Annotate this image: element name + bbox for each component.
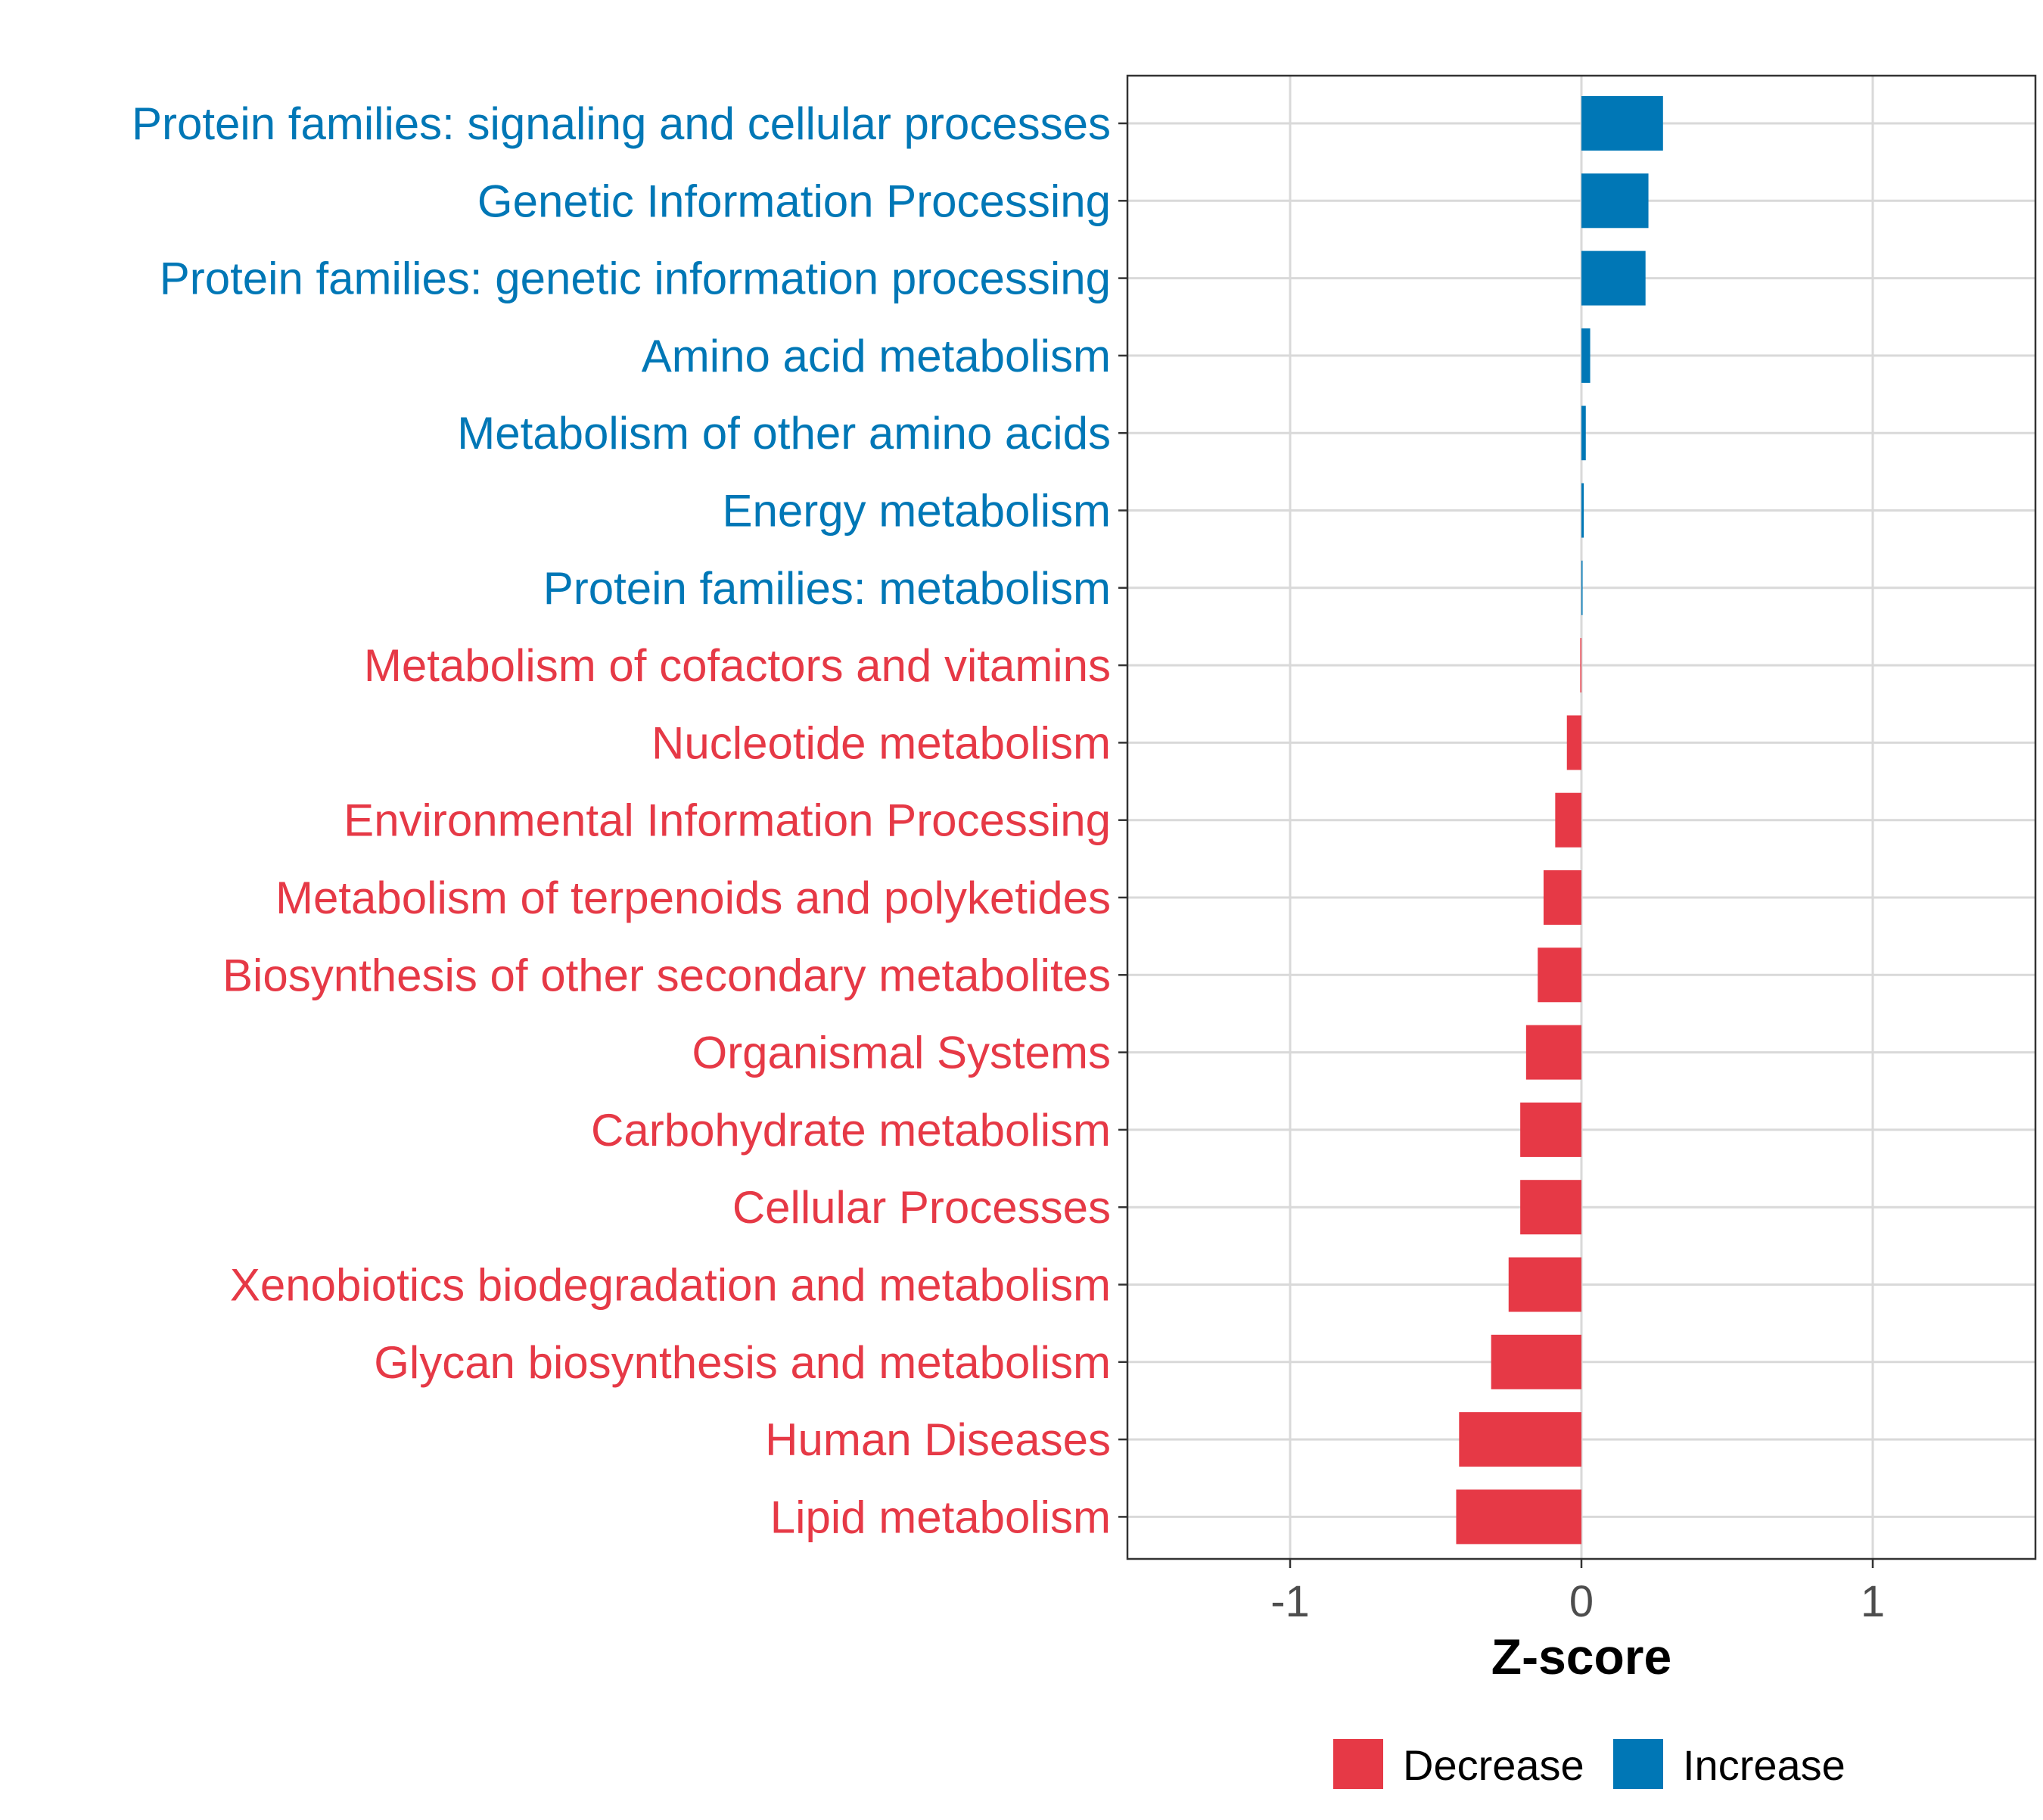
legend-swatch-decrease: [1333, 1739, 1383, 1789]
category-label: Organismal Systems: [692, 1028, 1111, 1078]
bar-decrease: [1456, 1489, 1581, 1545]
bar-decrease: [1538, 947, 1581, 1003]
x-axis: -1 0 1: [1270, 1559, 1885, 1626]
bar-increase: [1581, 483, 1584, 538]
bar-decrease: [1459, 1412, 1581, 1467]
category-label: Energy metabolism: [722, 486, 1111, 537]
x-tick-label: -1: [1270, 1577, 1310, 1626]
legend: Decrease Increase: [1333, 1739, 1846, 1789]
category-label: Biosynthesis of other secondary metaboli…: [222, 950, 1111, 1000]
bars: [1456, 96, 1663, 1545]
legend-swatch-increase: [1613, 1739, 1663, 1789]
category-label: Lipid metabolism: [770, 1492, 1111, 1542]
category-label: Metabolism of other amino acids: [457, 408, 1111, 459]
x-axis-title: Z-score: [1491, 1629, 1671, 1685]
bar-decrease: [1491, 1334, 1581, 1389]
category-labels: Protein families: signaling and cellular…: [132, 98, 1127, 1542]
bar-increase: [1581, 250, 1646, 306]
bar-decrease: [1543, 870, 1581, 925]
bar-decrease: [1508, 1257, 1581, 1312]
bar-decrease: [1580, 638, 1581, 693]
category-label: Environmental Information Processing: [344, 795, 1111, 846]
bar-decrease: [1525, 1025, 1581, 1080]
bar-increase: [1581, 173, 1649, 229]
category-label: Genetic Information Processing: [477, 176, 1111, 226]
bar-increase: [1581, 96, 1663, 151]
bar-decrease: [1555, 792, 1581, 848]
legend-label-increase: Increase: [1683, 1741, 1846, 1789]
bar-increase: [1581, 328, 1591, 383]
category-label: Nucleotide metabolism: [651, 717, 1111, 768]
bar-decrease: [1520, 1102, 1581, 1157]
category-label: Xenobiotics biodegradation and metabolis…: [230, 1260, 1111, 1311]
category-label: Glycan biosynthesis and metabolism: [374, 1337, 1111, 1388]
category-label: Protein families: metabolism: [543, 563, 1111, 614]
bar-increase: [1581, 560, 1583, 615]
category-label: Metabolism of terpenoids and polyketides: [275, 873, 1111, 923]
legend-label-decrease: Decrease: [1403, 1741, 1584, 1789]
bar-increase: [1581, 406, 1586, 461]
category-label: Protein families: genetic information pr…: [160, 254, 1111, 304]
category-label: Human Diseases: [765, 1414, 1111, 1465]
bar-decrease: [1566, 715, 1581, 770]
bar-decrease: [1520, 1180, 1581, 1235]
x-tick-label: 1: [1861, 1577, 1885, 1626]
category-label: Cellular Processes: [732, 1182, 1111, 1233]
category-label: Carbohydrate metabolism: [591, 1105, 1111, 1156]
x-tick-label: 0: [1569, 1577, 1594, 1626]
category-label: Protein families: signaling and cellular…: [132, 98, 1111, 149]
category-label: Amino acid metabolism: [642, 331, 1111, 381]
category-label: Metabolism of cofactors and vitamins: [364, 640, 1111, 691]
